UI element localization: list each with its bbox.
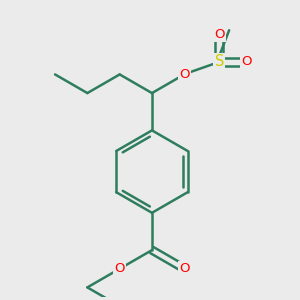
Text: O: O — [179, 262, 190, 275]
Text: O: O — [242, 55, 252, 68]
Text: O: O — [214, 28, 225, 41]
Text: S: S — [214, 54, 224, 69]
Text: O: O — [114, 262, 125, 275]
Text: O: O — [179, 68, 190, 81]
